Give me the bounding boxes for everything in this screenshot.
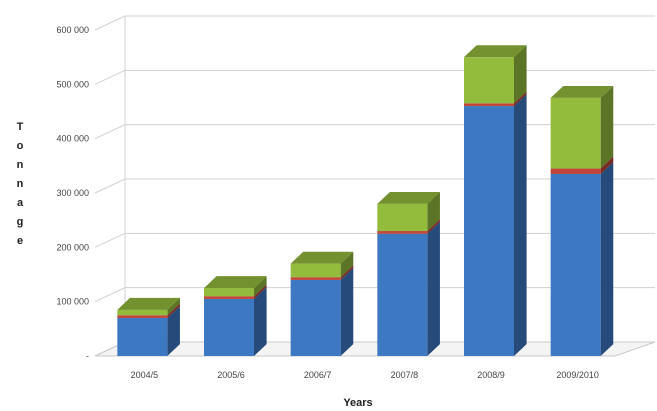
- y-axis-title-letter: o: [17, 140, 24, 152]
- segment-red: [550, 168, 601, 174]
- y-axis-title-letter: g: [17, 216, 24, 228]
- segment-green-side: [427, 191, 440, 232]
- segment-blue: [550, 173, 601, 356]
- segment-green-side: [167, 297, 180, 316]
- segment-green-side: [254, 276, 267, 297]
- y-axis-title-letter: T: [17, 121, 24, 133]
- x-tick-label: 2009/2010: [556, 370, 599, 380]
- segment-red-side: [427, 219, 440, 234]
- segment-blue: [464, 106, 514, 356]
- x-tick-labels: 2004/5 2005/6 2006/7 2007/8 2008/9 2009/2010: [131, 370, 599, 380]
- segment-green-side: [340, 251, 354, 278]
- segment-red: [464, 103, 514, 107]
- segment-green: [550, 97, 601, 169]
- y-axis-title-letter: a: [17, 197, 24, 209]
- segment-red-side: [340, 265, 354, 280]
- segment-blue-side: [167, 306, 180, 356]
- segment-green: [117, 309, 168, 316]
- segment-red: [290, 277, 341, 280]
- segment-green-side: [600, 86, 614, 169]
- bar-stack: [377, 191, 440, 356]
- bar-top-face: [377, 191, 440, 204]
- segment-blue: [377, 233, 428, 356]
- y-axis-title-letter: n: [17, 178, 24, 190]
- bar-top-face: [117, 297, 180, 310]
- x-tick-label: 2005/6: [217, 370, 245, 380]
- x-axis-title: Years: [343, 397, 372, 409]
- segment-green-side: [514, 45, 527, 104]
- y-tick-label: 600 000: [56, 25, 89, 35]
- gridline: [94, 69, 655, 85]
- y-tick-label: 200 000: [56, 242, 89, 252]
- segment-green: [377, 203, 428, 232]
- segment-red-side: [254, 284, 267, 299]
- segment-green: [290, 263, 341, 278]
- segment-blue-side: [600, 162, 614, 356]
- bars: [117, 45, 614, 357]
- y-tick-label: 300 000: [56, 188, 89, 198]
- x-tick-label: 2004/5: [131, 370, 159, 380]
- segment-red: [204, 296, 254, 299]
- bar-stack: [464, 45, 527, 357]
- bar-top-face: [204, 276, 267, 289]
- bar-top-face: [464, 45, 527, 58]
- segment-blue-side: [254, 287, 267, 356]
- y-tick-label: -: [86, 351, 89, 361]
- y-axis-title-letter: e: [17, 235, 23, 247]
- gridlines: [94, 15, 655, 357]
- x-tick-label: 2008/9: [477, 370, 505, 380]
- bar-stack: [204, 276, 267, 356]
- segment-blue-side: [514, 94, 527, 357]
- segment-blue: [204, 298, 254, 356]
- segment-red-side: [514, 91, 527, 107]
- segment-green: [204, 288, 254, 297]
- gridline: [94, 15, 655, 31]
- bar-stack: [117, 297, 180, 356]
- y-tick-label: 100 000: [56, 297, 89, 307]
- segment-green: [464, 57, 514, 104]
- bar-stack: [290, 251, 354, 356]
- y-axis-title-letter: n: [17, 159, 24, 171]
- segment-red: [117, 315, 168, 318]
- x-tick-label: 2007/8: [391, 370, 419, 380]
- segment-blue-side: [427, 221, 440, 356]
- segment-blue: [117, 317, 168, 356]
- bar-top-face: [550, 86, 614, 98]
- y-tick-label: 500 000: [56, 79, 89, 89]
- bar-stack: [550, 86, 614, 356]
- segment-red-side: [600, 156, 614, 174]
- segment-blue: [290, 279, 341, 356]
- y-tick-label: 400 000: [56, 134, 89, 144]
- segment-red-side: [167, 303, 180, 318]
- x-tick-label: 2006/7: [304, 370, 332, 380]
- segment-red: [377, 231, 428, 234]
- y-tick-labels: - 100 000 200 000 300 000 400 000 500 000 600 …: [56, 25, 89, 361]
- bar-top-face: [290, 251, 354, 264]
- segment-blue-side: [340, 268, 354, 356]
